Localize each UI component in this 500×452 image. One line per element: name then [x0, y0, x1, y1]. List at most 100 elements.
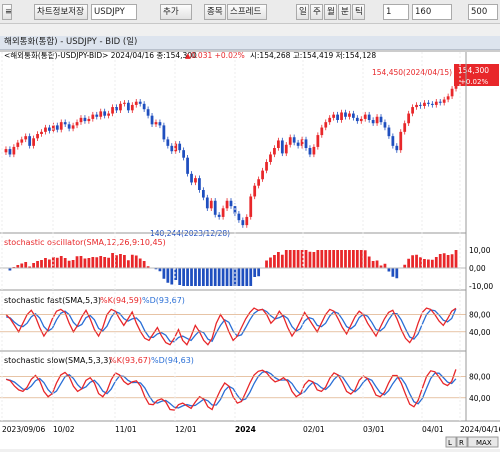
osc-bar	[229, 268, 233, 286]
interval-input[interactable]: 1	[383, 4, 409, 20]
period-tick-button[interactable]: 틱	[352, 4, 365, 20]
osc-bar	[217, 268, 221, 286]
osc-bar	[454, 250, 458, 268]
osc-bar	[146, 266, 150, 268]
scroll-right-button[interactable]	[456, 436, 468, 448]
indicator-button[interactable]: 종목	[204, 4, 226, 20]
osc-bar	[450, 254, 454, 268]
stoch-tick-label: 40,00	[469, 328, 491, 337]
candle-body	[269, 154, 272, 162]
candle-body	[75, 122, 79, 126]
osc-bar	[340, 250, 343, 268]
candle-body	[363, 114, 367, 119]
osc-bar	[348, 250, 351, 268]
candle-body	[186, 157, 189, 174]
candle-body	[446, 96, 450, 100]
candle-body	[288, 137, 292, 145]
candle-body	[296, 142, 300, 146]
stoch-k-line	[5, 369, 457, 411]
candle-body	[415, 104, 418, 108]
candle-body	[340, 112, 343, 120]
osc-bar	[387, 268, 391, 272]
osc-bar	[427, 259, 430, 268]
osc-bar	[142, 261, 146, 268]
candle-body	[44, 127, 47, 132]
osc-bar	[407, 258, 411, 268]
osc-bar	[237, 268, 241, 286]
osc-bar	[221, 268, 225, 286]
chart-save-button[interactable]: 차트정보저장	[34, 4, 88, 20]
candle-body	[403, 123, 407, 132]
osc-bar	[201, 268, 205, 286]
candle-body	[32, 138, 35, 146]
osc-bar	[292, 250, 296, 268]
max-button[interactable]	[467, 436, 499, 448]
osc-bar	[130, 254, 134, 268]
osc-bar	[75, 256, 79, 268]
candle-body	[359, 118, 363, 122]
period-month-button[interactable]: 월	[324, 4, 337, 20]
slow-lines	[5, 369, 457, 411]
osc-bar	[442, 253, 446, 268]
candle-body	[273, 148, 276, 155]
symbol-select[interactable]: USDJPY	[91, 4, 137, 20]
candle-body	[95, 114, 99, 117]
candle-body	[225, 200, 229, 209]
candle-body	[284, 144, 288, 154]
osc-bar	[324, 250, 328, 268]
candle-body	[209, 200, 213, 209]
candle-body	[442, 99, 446, 103]
osc-bar	[134, 255, 138, 268]
candle-body	[304, 139, 308, 148]
candle-body	[55, 125, 59, 130]
candle-body	[142, 103, 146, 110]
chart-area[interactable]: <해외통화(통합)-USDJPY-BID> 2024/04/16 종:154,3…	[0, 50, 500, 449]
candle-body	[16, 142, 20, 147]
osc-bar	[395, 268, 399, 279]
current-price-badge-bg	[454, 64, 499, 76]
candle-body	[48, 127, 51, 131]
x-tick-label: 2023/09/06	[2, 425, 45, 434]
osc-bar	[209, 268, 213, 286]
candle-body	[229, 200, 233, 207]
osc-bars	[4, 250, 458, 286]
candle-body	[352, 113, 355, 118]
candle-body	[134, 101, 138, 105]
osc-bar	[276, 252, 280, 268]
candle-body	[423, 102, 426, 106]
candle-body	[411, 107, 414, 114]
candle-body	[205, 197, 209, 209]
add-button[interactable]: 추가	[160, 4, 192, 20]
candle-body	[213, 200, 217, 215]
x-tick-label: 12/01	[175, 425, 197, 434]
osc-bar	[103, 257, 107, 268]
osc-bar	[67, 260, 71, 268]
current-change-badge: +0.02%	[460, 78, 488, 86]
period-minute-button[interactable]: 분	[338, 4, 351, 20]
osc-bar	[265, 260, 268, 268]
osc-bar	[123, 255, 126, 268]
osc-bar	[273, 255, 276, 268]
osc-bar	[336, 250, 339, 268]
osc-bar	[434, 257, 438, 268]
high-annotation: 154,450(2024/04/15)	[372, 68, 452, 77]
scroll-left-button[interactable]	[445, 436, 457, 448]
menu-button[interactable]: ≡	[2, 4, 12, 20]
total-input[interactable]: 500	[468, 4, 498, 20]
osc-bar	[87, 258, 91, 268]
current-price-badge: 154,300	[458, 66, 489, 75]
period-day-button[interactable]: 일	[296, 4, 309, 20]
osc-bar	[241, 268, 245, 286]
x-tick-label: 02/01	[303, 425, 325, 434]
candle-body	[450, 88, 454, 97]
period-week-button[interactable]: 주	[310, 4, 323, 20]
count-input[interactable]: 160	[412, 4, 452, 20]
candle-body	[320, 127, 324, 136]
spread-button[interactable]: 스프레드	[227, 4, 267, 20]
osc-bar	[194, 268, 197, 286]
price-candles	[4, 71, 458, 228]
osc-bar	[138, 258, 142, 268]
osc-bar	[170, 268, 174, 285]
osc-bar	[115, 255, 118, 268]
chart-svg[interactable]: <해외통화(통합)-USDJPY-BID> 2024/04/16 종:154,3…	[0, 50, 500, 449]
